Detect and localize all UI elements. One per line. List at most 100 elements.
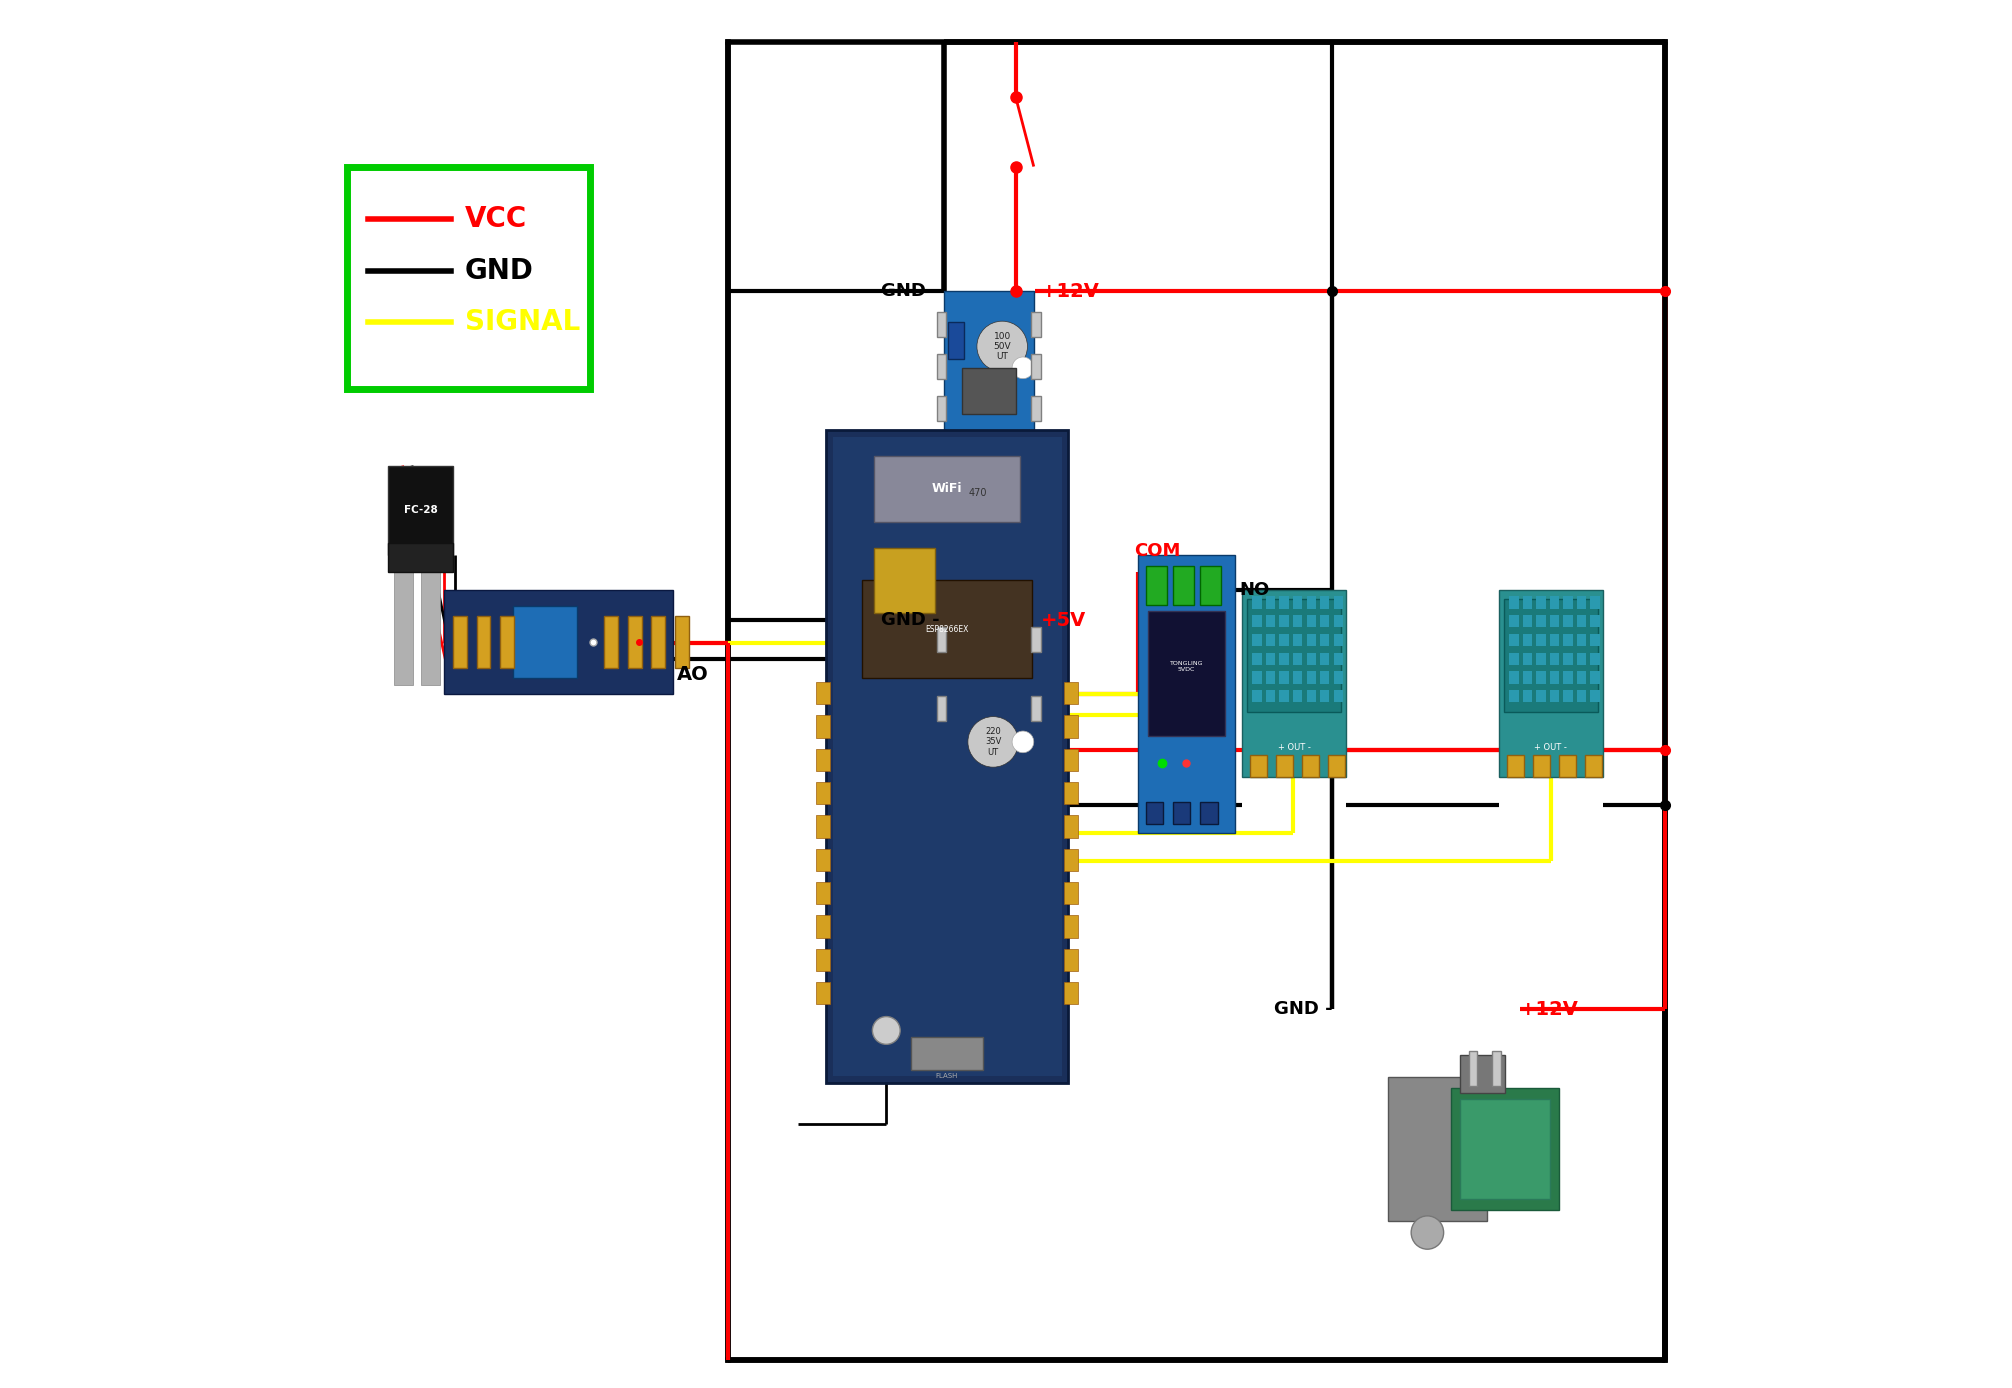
- FancyBboxPatch shape: [346, 167, 590, 389]
- Bar: [815, 916, 829, 938]
- Bar: [938, 312, 946, 337]
- Bar: [604, 616, 618, 668]
- Bar: [1461, 1099, 1549, 1199]
- Text: +12V: +12V: [1040, 282, 1101, 301]
- Bar: [1509, 672, 1519, 684]
- Bar: [1294, 634, 1302, 647]
- Bar: [833, 437, 1062, 1076]
- Bar: [938, 354, 946, 379]
- Bar: [1030, 354, 1040, 379]
- Bar: [1280, 597, 1290, 609]
- Bar: [938, 396, 946, 421]
- Bar: [1563, 597, 1573, 609]
- Text: + OUT -: + OUT -: [1278, 743, 1310, 752]
- Bar: [815, 883, 829, 905]
- Bar: [1320, 597, 1330, 609]
- Bar: [1064, 883, 1078, 905]
- Bar: [394, 544, 412, 686]
- Bar: [1145, 802, 1163, 824]
- Bar: [445, 590, 672, 694]
- Bar: [1064, 715, 1078, 737]
- Bar: [1328, 755, 1344, 777]
- Bar: [1537, 634, 1545, 647]
- Bar: [1537, 672, 1545, 684]
- Bar: [1280, 672, 1290, 684]
- Bar: [1334, 652, 1342, 665]
- Bar: [513, 605, 577, 679]
- Bar: [1589, 615, 1600, 627]
- Bar: [1064, 949, 1078, 972]
- Bar: [1280, 652, 1290, 665]
- Bar: [1294, 597, 1302, 609]
- Text: +5V: +5V: [1040, 611, 1086, 630]
- Ellipse shape: [1410, 1216, 1445, 1249]
- Bar: [815, 781, 829, 804]
- Bar: [1280, 615, 1290, 627]
- Bar: [1306, 672, 1316, 684]
- Bar: [1589, 597, 1600, 609]
- Text: SIGNAL: SIGNAL: [465, 308, 579, 336]
- Text: GND -: GND -: [881, 283, 940, 300]
- Bar: [815, 815, 829, 837]
- Text: GND -: GND -: [1274, 1001, 1332, 1017]
- Bar: [1523, 652, 1531, 665]
- Bar: [1388, 1077, 1487, 1221]
- Bar: [1247, 600, 1340, 712]
- Bar: [1334, 597, 1342, 609]
- Bar: [1577, 597, 1585, 609]
- Bar: [1251, 672, 1262, 684]
- Bar: [948, 322, 964, 358]
- Bar: [911, 1037, 984, 1070]
- Bar: [1306, 690, 1316, 702]
- Bar: [1241, 590, 1346, 777]
- Bar: [944, 625, 1034, 805]
- Bar: [388, 544, 453, 572]
- Bar: [1320, 690, 1330, 702]
- Bar: [1549, 634, 1559, 647]
- Bar: [1320, 634, 1330, 647]
- Bar: [1549, 672, 1559, 684]
- Bar: [1549, 615, 1559, 627]
- Bar: [1509, 652, 1519, 665]
- Bar: [1249, 755, 1268, 777]
- Bar: [1266, 672, 1276, 684]
- Bar: [1537, 615, 1545, 627]
- Bar: [1589, 634, 1600, 647]
- Bar: [1294, 690, 1302, 702]
- Text: GND -: GND -: [881, 612, 940, 629]
- Bar: [1266, 597, 1276, 609]
- Bar: [1523, 634, 1531, 647]
- Text: 100
50V
UT: 100 50V UT: [994, 332, 1010, 361]
- Bar: [1306, 615, 1316, 627]
- Bar: [1533, 755, 1549, 777]
- Bar: [628, 616, 642, 668]
- Bar: [815, 748, 829, 770]
- Bar: [1537, 690, 1545, 702]
- Bar: [1589, 690, 1600, 702]
- Bar: [674, 616, 688, 668]
- Bar: [1537, 597, 1545, 609]
- Bar: [1469, 1051, 1477, 1085]
- Bar: [1563, 652, 1573, 665]
- Bar: [1563, 690, 1573, 702]
- Bar: [1577, 615, 1585, 627]
- Bar: [1199, 802, 1217, 824]
- Bar: [1559, 755, 1575, 777]
- Bar: [1509, 634, 1519, 647]
- Text: COM: COM: [1133, 543, 1181, 559]
- Bar: [477, 616, 491, 668]
- Bar: [1064, 916, 1078, 938]
- Bar: [1064, 781, 1078, 804]
- Text: + OUT -: + OUT -: [1535, 743, 1567, 752]
- Bar: [1509, 690, 1519, 702]
- Bar: [1563, 615, 1573, 627]
- Bar: [1523, 690, 1531, 702]
- Bar: [873, 457, 1020, 522]
- Bar: [1549, 690, 1559, 702]
- Bar: [1503, 600, 1598, 712]
- Bar: [948, 462, 1006, 520]
- Bar: [962, 368, 1016, 414]
- Circle shape: [1012, 357, 1034, 379]
- Bar: [1507, 755, 1523, 777]
- Bar: [1266, 652, 1276, 665]
